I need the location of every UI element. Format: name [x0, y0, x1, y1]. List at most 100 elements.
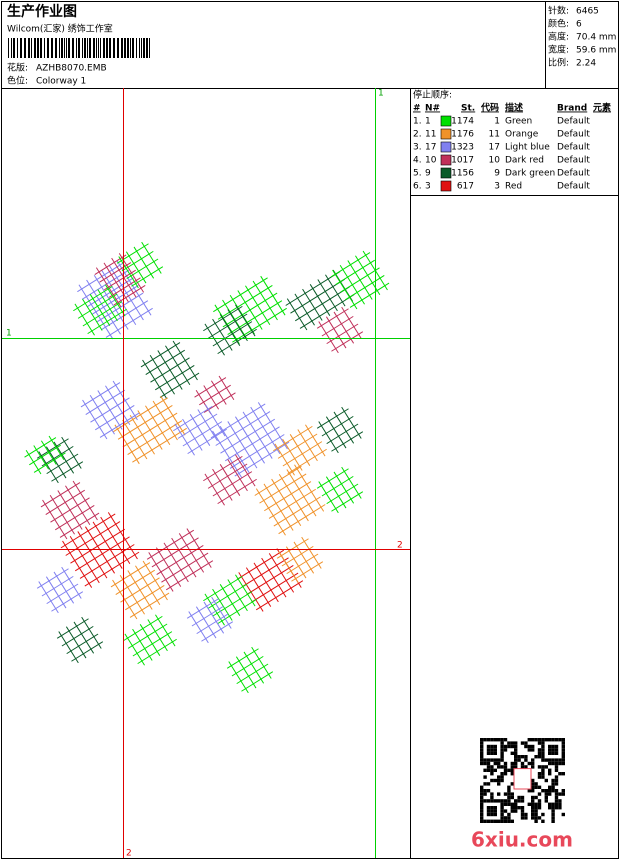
- qr-module: [493, 748, 497, 752]
- qr-module: [493, 778, 497, 783]
- qr-module: [486, 789, 491, 793]
- qr-module: [541, 819, 545, 823]
- stitch: [24, 437, 57, 458]
- qr-module: [493, 751, 497, 755]
- qr-module: [561, 741, 565, 745]
- bar: [100, 38, 101, 58]
- qr-module: [503, 768, 508, 772]
- stitch: [73, 285, 113, 312]
- brand: Default: [557, 156, 590, 166]
- qr-module: [561, 772, 565, 776]
- qr-module: [493, 761, 497, 766]
- stitch-cluster: [56, 616, 104, 664]
- qr-module: [537, 741, 542, 745]
- stitch: [236, 663, 269, 685]
- stitch: [286, 469, 317, 517]
- qr-module: [554, 795, 559, 800]
- qr-module: [548, 789, 552, 793]
- stitch-cluster: [203, 304, 257, 356]
- company: Wilcom(汇家) 绣饰工作室: [7, 23, 113, 35]
- stitch-cluster: [316, 406, 364, 454]
- bar: [11, 38, 12, 58]
- stitch: [124, 585, 165, 611]
- stitch: [207, 583, 248, 609]
- stitch-cluster: [140, 340, 200, 400]
- qr-module: [537, 738, 542, 742]
- qr-module: [541, 744, 545, 749]
- qr-module: [490, 799, 494, 803]
- stitch: [301, 536, 322, 569]
- color-swatch: [440, 115, 452, 127]
- stitch-cluster: [146, 528, 214, 592]
- qr-module: [534, 785, 538, 789]
- qr-module: [493, 819, 497, 823]
- qr-module: [480, 785, 484, 789]
- qr-module: [486, 799, 491, 803]
- stitch: [87, 308, 127, 335]
- stitch: [56, 618, 89, 639]
- bar: [132, 38, 134, 58]
- qr-module: [483, 738, 487, 742]
- stitch: [92, 521, 123, 569]
- needle: 10: [425, 156, 437, 166]
- qr-module: [537, 765, 542, 769]
- stitch: [121, 250, 154, 272]
- qr-module: [500, 819, 504, 823]
- stitch: [318, 421, 339, 454]
- code: 17: [489, 143, 500, 153]
- qr-module: [503, 809, 508, 813]
- stitch: [263, 483, 294, 531]
- stitch: [341, 466, 362, 499]
- qr-module: [514, 744, 518, 749]
- stitch: [129, 592, 170, 618]
- qr-module: [551, 778, 555, 783]
- qr-module: [497, 778, 501, 783]
- stitch: [331, 431, 364, 452]
- qr-module: [554, 744, 559, 749]
- stitch: [127, 623, 168, 649]
- stitch: [45, 489, 86, 515]
- qr-module: [503, 819, 508, 823]
- qr-module: [480, 819, 484, 823]
- qr-module: [531, 778, 535, 783]
- bar: [66, 38, 67, 58]
- stitch: [326, 483, 359, 505]
- qr-module: [514, 755, 518, 759]
- stat-label: 高度:: [548, 31, 569, 43]
- qr-module: [524, 812, 528, 817]
- qr-module: [514, 802, 518, 806]
- qr-module: [544, 738, 548, 742]
- stitch: [309, 284, 331, 316]
- qr-module: [531, 816, 535, 820]
- qr-module: [537, 799, 542, 803]
- stitch: [217, 478, 257, 505]
- bar: [72, 38, 74, 58]
- qr-module: [500, 765, 504, 769]
- qr-module: [500, 778, 504, 783]
- qr-module: [480, 795, 484, 800]
- qr-module: [554, 751, 559, 755]
- code: 9: [494, 169, 500, 179]
- qr-module: [554, 748, 559, 752]
- qr-module: [497, 761, 501, 766]
- qr-module: [486, 819, 491, 823]
- qr-module: [500, 802, 504, 806]
- qr-module: [527, 738, 531, 742]
- brand: Default: [557, 182, 590, 192]
- stitches: 617: [457, 182, 474, 192]
- qr-module: [480, 799, 484, 803]
- bar: [17, 38, 18, 58]
- stitch: [273, 425, 313, 452]
- stitch: [203, 455, 243, 482]
- stitch: [254, 465, 302, 496]
- stitch: [326, 423, 359, 445]
- stitch-cluster: [24, 435, 66, 475]
- qr-module: [524, 765, 528, 769]
- stitch: [290, 278, 346, 314]
- qr-module: [483, 789, 487, 793]
- qr-module: [544, 799, 548, 803]
- qr-module: [520, 795, 525, 800]
- qr-module: [500, 748, 504, 752]
- qr-module: [490, 744, 494, 749]
- stitch: [220, 418, 276, 454]
